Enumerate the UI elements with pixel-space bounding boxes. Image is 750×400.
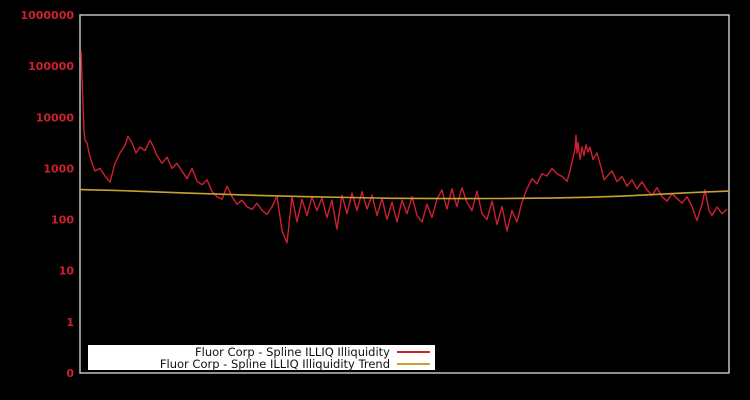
y-axis-tick-label: 1 bbox=[66, 316, 74, 329]
trend-line bbox=[79, 188, 730, 200]
legend-label-trend: Fluor Corp - Spline ILLIQ Illiquidity Tr… bbox=[159, 356, 390, 371]
y-axis-tick-label: 100 bbox=[51, 214, 74, 227]
legend-line-sample-gold bbox=[397, 362, 430, 365]
y-axis-tick-label: 10000 bbox=[36, 111, 75, 124]
plot-border bbox=[79, 14, 730, 374]
legend-row-trend: Fluor Corp - Spline ILLIQ Illiquidity Tr… bbox=[92, 358, 430, 370]
chart-legend: Fluor Corp - Spline ILLIQ Illiquidity Fl… bbox=[88, 345, 435, 370]
legend-line-sample-red bbox=[397, 350, 430, 353]
y-axis-tick-label: 0 bbox=[66, 367, 74, 380]
y-axis-tick-label: 1000 bbox=[43, 162, 74, 175]
illiq-line bbox=[80, 50, 728, 244]
y-axis-tick-label: 10 bbox=[59, 265, 75, 278]
legend-label-illiquidity: Fluor Corp - Spline ILLIQ Illiquidity bbox=[195, 344, 390, 359]
y-axis-tick-label: 100000 bbox=[28, 60, 74, 73]
y-axis-tick-label: 1000000 bbox=[20, 9, 74, 22]
legend-row-illiquidity: Fluor Corp - Spline ILLIQ Illiquidity bbox=[92, 346, 430, 358]
